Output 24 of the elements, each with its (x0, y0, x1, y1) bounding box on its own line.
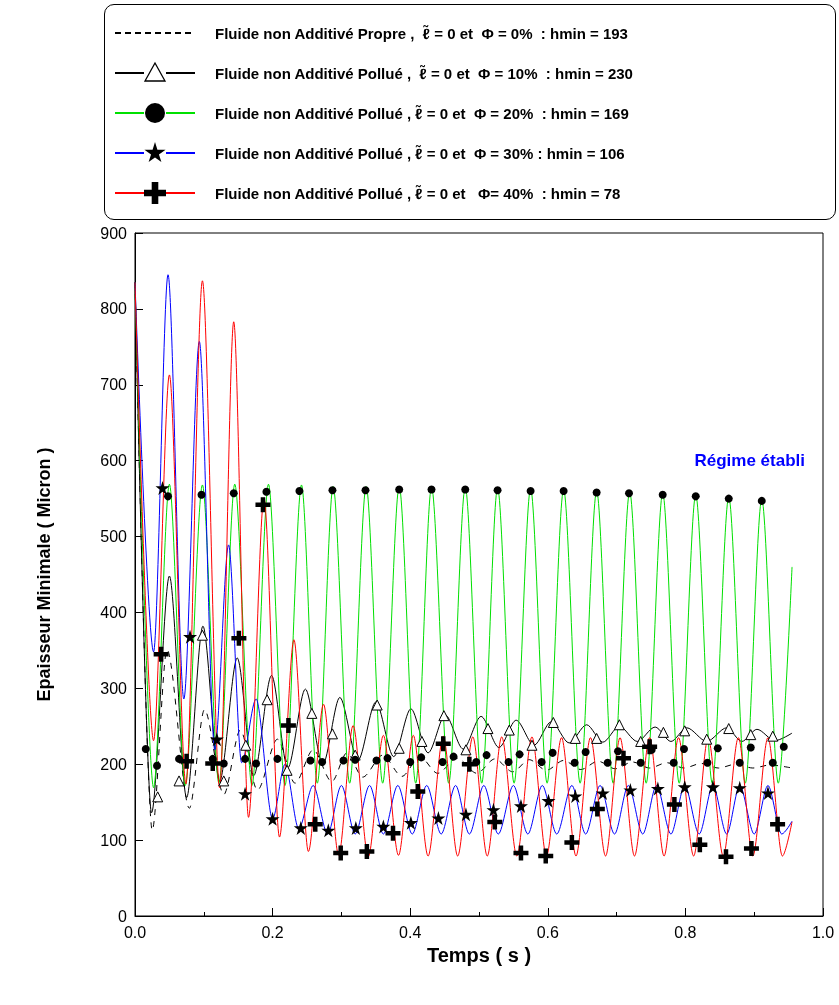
x-tick-label: 0.4 (399, 923, 422, 941)
x-tick-label: 0.0 (123, 923, 147, 941)
y-tick-label: 0 (118, 907, 128, 925)
y-axis-title: Epaisseur Minimale ( Micron ) (34, 447, 54, 702)
y-tick-label: 200 (100, 755, 128, 773)
legend-label: Fluide non Additivé Pollué , ℓ̃ = 0 et Φ = 20% : hmin = 169 (215, 104, 629, 122)
y-tick-label: 500 (100, 528, 128, 546)
legend-label: Fluide non Additivé Propre , ℓ̃ = 0 et Φ = 0% : hmin = 193 (215, 24, 628, 42)
legend-label: Fluide non Additivé Pollué , ℓ̃ = 0 et Φ= 40% : hmin = 78 (215, 184, 621, 202)
x-tick-label: 1.0 (811, 923, 835, 941)
annotation: Régime établi (694, 451, 806, 470)
y-tick-label: 300 (100, 679, 128, 697)
x-tick-label: 0.6 (536, 923, 560, 941)
y-tick-label: 100 (100, 831, 128, 849)
legend-label: Fluide non Additivé Pollué , ℓ̃ = 0 et Φ = 10% : hmin = 230 (215, 64, 633, 82)
y-tick-label: 800 (100, 300, 128, 318)
y-tick-label: 900 (100, 224, 128, 242)
x-tick-label: 0.8 (674, 923, 697, 941)
y-tick-label: 400 (100, 603, 128, 621)
x-tick-label: 0.2 (261, 923, 284, 941)
y-tick-label: 700 (100, 376, 128, 394)
legend-label: Fluide non Additivé Pollué , ℓ̃ = 0 et Φ = 30% : hmin = 106 (215, 144, 625, 162)
x-axis-title: Temps ( s ) (426, 943, 532, 966)
y-tick-label: 600 (100, 452, 128, 470)
